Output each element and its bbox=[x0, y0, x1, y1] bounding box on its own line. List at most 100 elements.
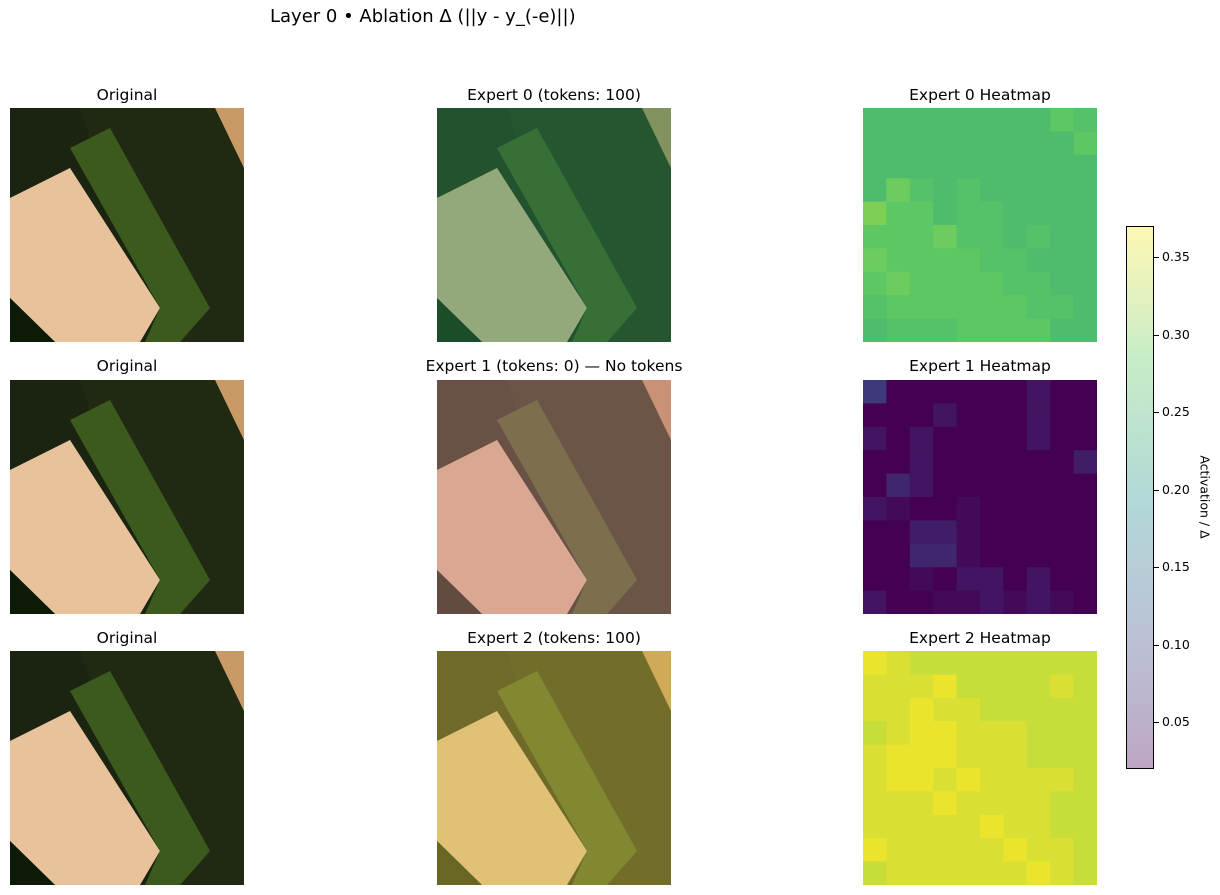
heatmap-cell bbox=[1050, 697, 1075, 722]
heatmap-cell bbox=[980, 674, 1004, 699]
heatmap-cell bbox=[956, 861, 981, 885]
heatmap-cell bbox=[1050, 380, 1075, 404]
heatmap-cell bbox=[933, 791, 958, 816]
original-image-row-1 bbox=[10, 380, 244, 614]
heatmap-cell bbox=[1026, 473, 1051, 498]
heatmap-cell bbox=[933, 131, 958, 156]
heatmap-cell bbox=[863, 721, 887, 746]
heatmap-cell bbox=[863, 473, 887, 498]
heatmap-cell bbox=[1073, 131, 1097, 156]
image-corner-dark bbox=[10, 570, 55, 614]
heatmap-cell bbox=[1050, 271, 1075, 296]
heatmap-cell bbox=[1026, 861, 1051, 885]
heatmap-cell bbox=[1073, 248, 1097, 273]
heatmap-cell bbox=[1050, 426, 1075, 451]
heatmap-cell bbox=[933, 201, 958, 226]
heatmap-cell bbox=[1050, 225, 1075, 249]
heatmap-cell bbox=[1026, 567, 1051, 592]
heatmap-cell bbox=[886, 791, 911, 816]
heatmap-cell bbox=[933, 178, 958, 203]
heatmap-cell bbox=[1050, 768, 1075, 792]
heatmap-cell bbox=[1003, 318, 1028, 342]
image-corner-dark bbox=[437, 841, 482, 885]
heatmap-cell bbox=[933, 651, 958, 675]
heatmap-cell bbox=[863, 295, 887, 320]
heatmap-cell bbox=[909, 791, 934, 816]
heatmap-cell bbox=[956, 380, 981, 404]
heatmap-cell bbox=[863, 178, 887, 203]
heatmap-cell bbox=[956, 450, 981, 475]
heatmap-cell bbox=[1026, 721, 1051, 746]
heatmap-cell bbox=[863, 450, 887, 475]
heatmap-cell bbox=[933, 295, 958, 320]
heatmap-cell bbox=[980, 403, 1004, 428]
heatmap-cell bbox=[1050, 295, 1075, 320]
expert-title-row-2: Expert 2 (tokens: 100) bbox=[467, 629, 641, 647]
heatmap-cell bbox=[909, 520, 934, 545]
heatmap-cell bbox=[1073, 380, 1097, 404]
colorbar-tick-label: 0.35 bbox=[1162, 249, 1190, 265]
heatmap-cell bbox=[933, 380, 958, 404]
heatmap-cell bbox=[1003, 721, 1028, 746]
image-green-strip bbox=[70, 400, 210, 614]
heatmap-cell bbox=[863, 154, 887, 179]
heatmap-cell bbox=[980, 426, 1004, 451]
heatmap-cell bbox=[886, 248, 911, 273]
heatmap-cell bbox=[1073, 721, 1097, 746]
expert-title-row-1: Expert 1 (tokens: 0) — No tokens bbox=[425, 357, 683, 375]
heatmap-cell bbox=[980, 651, 1004, 675]
heatmap-cell bbox=[1073, 473, 1097, 498]
heatmap-cell bbox=[909, 178, 934, 203]
heatmap-cell bbox=[863, 131, 887, 156]
heatmap-cell bbox=[980, 380, 1004, 404]
expert-tint-overlay bbox=[437, 651, 671, 885]
heatmap-cell bbox=[1003, 744, 1028, 769]
heatmap-cell bbox=[1073, 861, 1097, 885]
expert-image-row-0 bbox=[437, 108, 671, 342]
colorbar-tick-label: 0.30 bbox=[1162, 326, 1190, 342]
expert-title-row-0: Expert 0 (tokens: 100) bbox=[467, 86, 641, 104]
heatmap-cell bbox=[933, 721, 958, 746]
heatmap-title-row-2: Expert 2 Heatmap bbox=[909, 629, 1051, 647]
heatmap-cell bbox=[933, 543, 958, 568]
heatmap-cell bbox=[1073, 520, 1097, 545]
heatmap-cell bbox=[1003, 380, 1028, 404]
heatmap-cell bbox=[1026, 271, 1051, 296]
heatmap-cell bbox=[886, 497, 911, 521]
image-green-strip bbox=[497, 128, 637, 342]
heatmap-cell bbox=[956, 497, 981, 521]
heatmap-cell bbox=[1003, 473, 1028, 498]
heatmap-cell bbox=[980, 497, 1004, 521]
heatmap-cell bbox=[980, 721, 1004, 746]
heatmap-cell bbox=[1026, 814, 1051, 839]
heatmap-cell bbox=[1003, 697, 1028, 722]
heatmap-cell bbox=[956, 520, 981, 545]
heatmap-cell bbox=[1003, 814, 1028, 839]
image-light-strip bbox=[10, 168, 160, 342]
figure-title: Layer 0 • Ablation Δ (||y - y_(-e)||) bbox=[270, 6, 576, 27]
heatmap-cell bbox=[1026, 248, 1051, 273]
heatmap-cell bbox=[1050, 651, 1075, 675]
heatmap-cell bbox=[1003, 403, 1028, 428]
heatmap-cell bbox=[863, 318, 887, 342]
colorbar-tick-mark bbox=[1154, 489, 1159, 491]
heatmap-cell bbox=[863, 520, 887, 545]
heatmap-cell bbox=[956, 838, 981, 863]
heatmap-cell bbox=[1003, 791, 1028, 816]
heatmap-cell bbox=[980, 838, 1004, 863]
heatmap-cell bbox=[1073, 697, 1097, 722]
heatmap-cell bbox=[933, 697, 958, 722]
heatmap-cell bbox=[863, 651, 887, 675]
heatmap-cell bbox=[886, 861, 911, 885]
heatmap-cell bbox=[886, 295, 911, 320]
heatmap-cell bbox=[933, 271, 958, 296]
heatmap-cell bbox=[1026, 838, 1051, 863]
heatmap-cell bbox=[1050, 108, 1075, 132]
heatmap-cell bbox=[886, 178, 911, 203]
expert-image-row-2 bbox=[437, 651, 671, 885]
heatmap-cell bbox=[933, 814, 958, 839]
heatmap-cell bbox=[886, 131, 911, 156]
heatmap-cell bbox=[863, 380, 887, 404]
heatmap-cell bbox=[1003, 674, 1028, 699]
heatmap-cell bbox=[1050, 590, 1075, 614]
